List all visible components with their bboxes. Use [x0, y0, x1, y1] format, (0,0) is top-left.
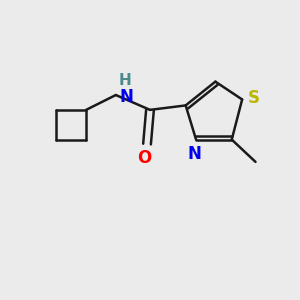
- Text: O: O: [137, 148, 152, 166]
- Text: S: S: [248, 89, 260, 107]
- Text: N: N: [188, 145, 202, 163]
- Text: H: H: [119, 73, 132, 88]
- Text: N: N: [119, 88, 133, 106]
